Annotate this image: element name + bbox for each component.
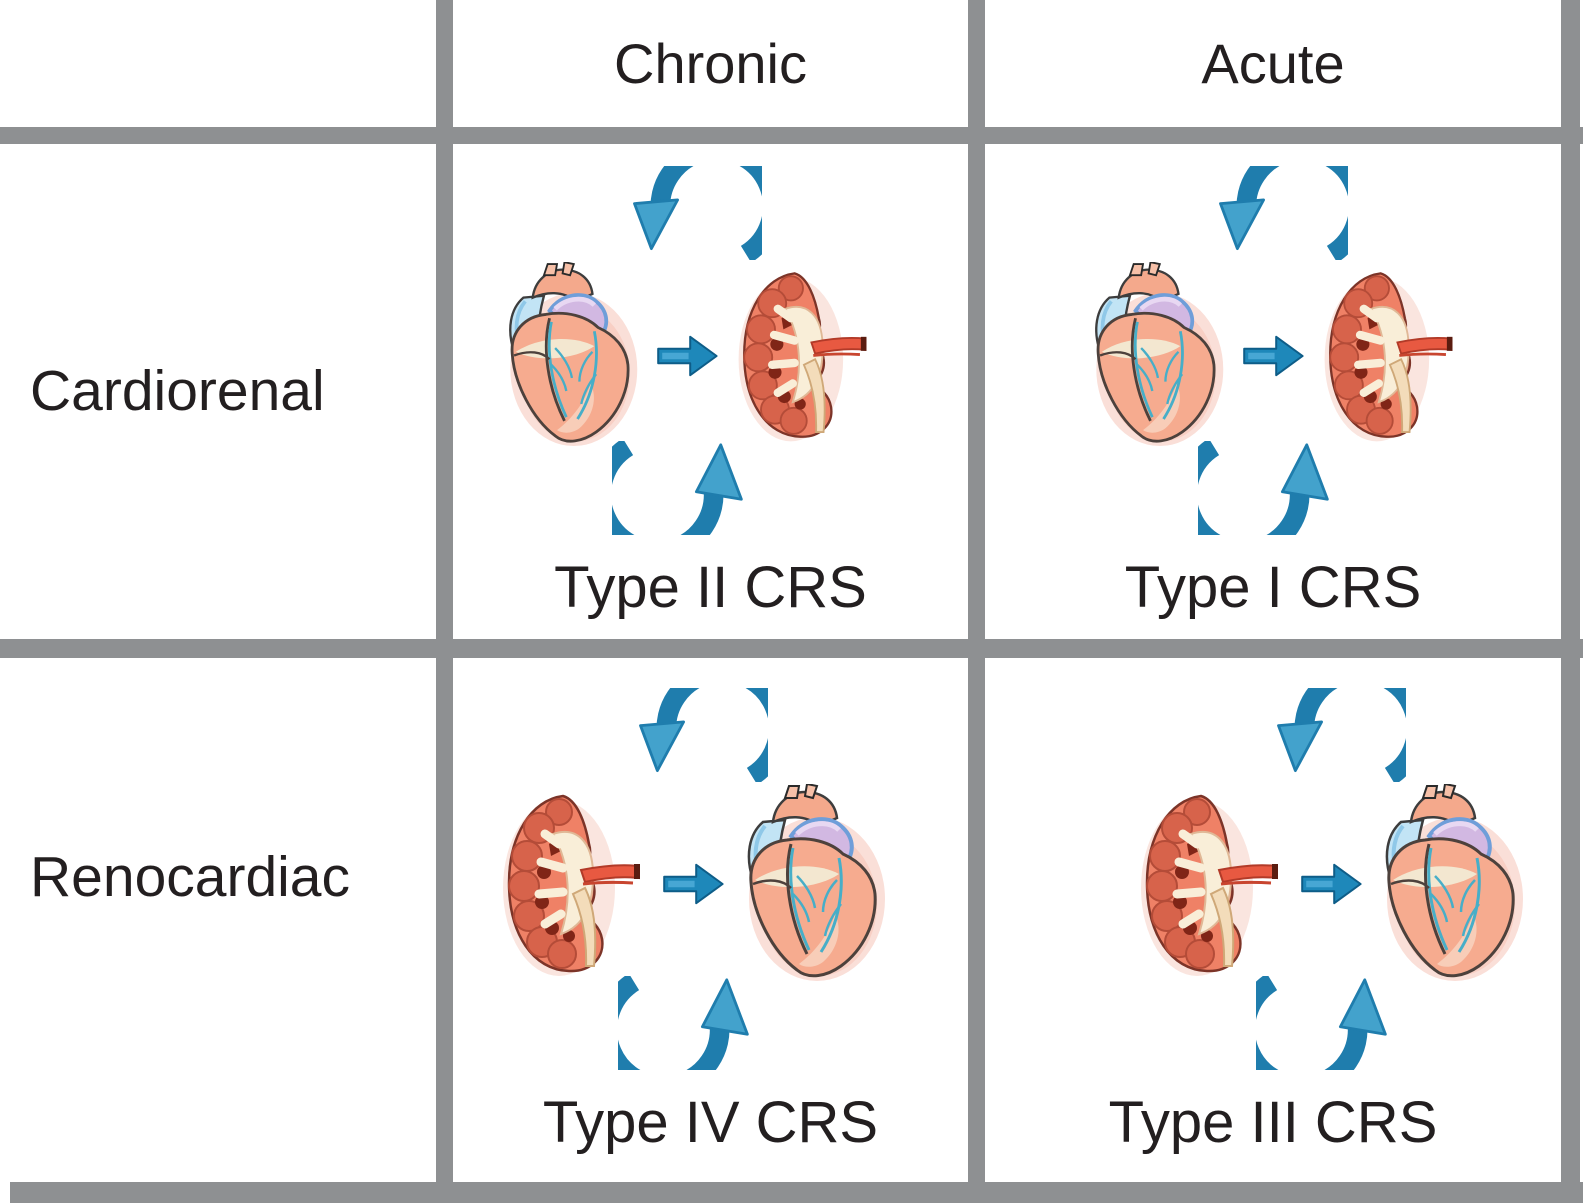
organs-row [1135,784,1527,984]
row-header-cardiorenal-label: Cardiorenal [30,359,325,423]
heart-illustration [1377,784,1527,984]
column-header-acute: Acute [985,0,1561,127]
grid-line-middle [0,639,1583,658]
kidney-illustration [1135,784,1285,984]
cycle-arrow-bottom-icon [1256,976,1406,1070]
row-header-renocardiac: Renocardiac [0,658,436,1182]
column-header-chronic-label: Chronic [614,31,807,95]
cell-label-type-iii-crs: Type III CRS [1108,1090,1438,1155]
cycle-arrow-top-icon [612,166,762,260]
kidney-illustration [733,262,873,449]
organs-row [497,784,889,984]
grid-line-bottom-border [10,1182,1583,1203]
cycle-arrow-top-icon [1198,166,1348,260]
cycle-arrow-bottom-icon [612,441,762,535]
column-header-acute-label: Acute [1201,31,1345,95]
cycle-arrow-bottom-icon [1198,441,1348,535]
kidney-illustration [497,784,647,984]
arrow-right-icon [655,332,719,380]
cell-label-type-iv-crs: Type IV CRS [542,1090,879,1155]
heart-illustration [739,784,889,984]
cell-type-i-crs: Type I CRS [985,144,1561,639]
kidney-illustration [1319,262,1459,449]
row-header-cardiorenal: Cardiorenal [0,144,436,639]
grid-line-vertical-1 [436,0,453,1203]
cell-type-iii-crs: Type III CRS [985,658,1561,1182]
organs-row [1087,262,1459,449]
heart-kidney-cycle-illustration [1087,166,1459,535]
heart-illustration [501,262,641,449]
kidney-heart-cycle-illustration [497,688,889,1070]
kidney-heart-cycle-illustration [1135,688,1527,1070]
heart-kidney-cycle-illustration [501,166,873,535]
arrow-right-icon [661,860,725,908]
cell-type-iv-crs: Type IV CRS [453,658,968,1182]
column-header-chronic: Chronic [453,0,968,127]
cycle-arrow-top-icon [1256,688,1406,782]
cycle-arrow-bottom-icon [618,976,768,1070]
heart-illustration [1087,262,1227,449]
row-header-renocardiac-label: Renocardiac [30,845,351,909]
grid-line-vertical-2 [968,0,985,1203]
cell-type-ii-crs: Type II CRS [453,144,968,639]
arrow-right-icon [1299,860,1363,908]
cell-label-type-i-crs: Type I CRS [1124,555,1422,620]
cell-label-type-ii-crs: Type II CRS [554,555,867,620]
arrow-right-icon [1241,332,1305,380]
grid-line-header [0,127,1583,144]
grid-line-right-border [1561,0,1580,1203]
cycle-arrow-top-icon [618,688,768,782]
organs-row [501,262,873,449]
